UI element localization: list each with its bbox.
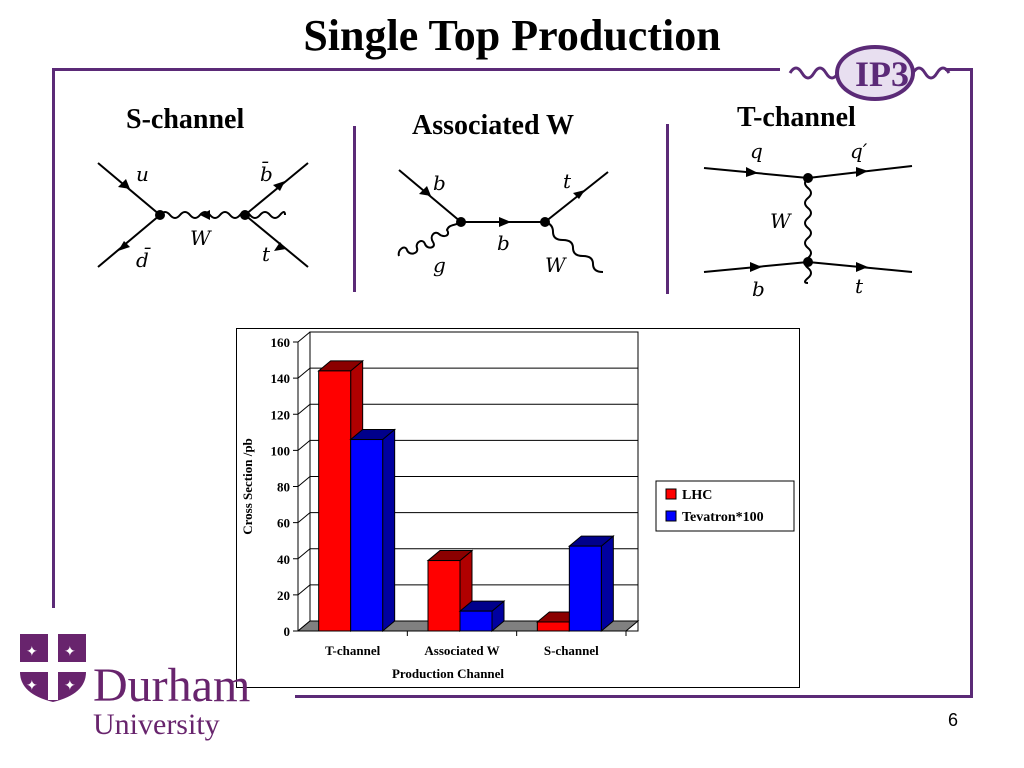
- frame-line-right: [970, 68, 973, 698]
- gridline-diagonal: [297, 367, 311, 379]
- gridline-diagonal: [297, 476, 311, 487]
- label-associated-w: Associated W: [412, 110, 575, 141]
- y-tick-label: 80: [277, 480, 290, 495]
- svg-text:✦: ✦: [64, 678, 76, 694]
- svg-text:✦: ✦: [26, 678, 38, 694]
- separator-2: [666, 124, 669, 294]
- s-channel-feynman-diagram: u d̄ b̄ t W: [97, 161, 309, 272]
- legend-label: Tevatron*100: [682, 510, 764, 525]
- gridline-diagonal: [297, 512, 311, 524]
- legend-swatch: [665, 488, 677, 500]
- y-tick-label: 120: [271, 407, 291, 422]
- particle-t: t: [262, 242, 271, 266]
- ip3-logo-text: IP3: [855, 54, 909, 94]
- particle-qprime: q′: [850, 139, 868, 163]
- particle-g: g: [433, 253, 446, 277]
- associated-w-feynman-diagram: b g b t W: [397, 169, 609, 277]
- gridline-diagonal: [297, 584, 311, 596]
- boson-w: W: [190, 226, 212, 250]
- legend-label: LHC: [682, 488, 712, 503]
- separator-1: [353, 126, 356, 292]
- svg-text:✦: ✦: [64, 644, 76, 660]
- particle-b-mid: b: [497, 231, 510, 255]
- x-tick-label: S-channel: [544, 643, 599, 658]
- particle-b-in: b: [433, 171, 446, 195]
- x-axis-label: Production Channel: [392, 666, 504, 681]
- boson-w-exchange: W: [770, 209, 792, 233]
- durham-wordmark: Durham: [93, 659, 251, 712]
- bar-lhc: [536, 621, 570, 632]
- boson-w-out: W: [545, 253, 567, 277]
- bar-tevatron-100: [350, 439, 384, 632]
- bar-side: [600, 535, 614, 633]
- university-wordmark: University: [93, 708, 220, 741]
- x-tick-label: Associated W: [424, 643, 499, 658]
- label-t-channel: T-channel: [737, 102, 856, 133]
- durham-crest-icon: ✦ ✦ ✦ ✦: [20, 634, 86, 702]
- y-tick-label: 100: [271, 443, 291, 458]
- cross-section-bar-chart: 0 20 40 60 80 100 120 140 160 T-channel Associated…: [236, 328, 800, 688]
- bar-side: [382, 428, 396, 633]
- bar-tevatron-100: [459, 610, 493, 632]
- legend-swatch: [665, 510, 677, 522]
- gridline-diagonal: [297, 439, 311, 451]
- y-tick-label: 160: [271, 335, 291, 350]
- particle-t-out-t: t: [855, 274, 864, 298]
- x-tick-label: T-channel: [325, 643, 381, 658]
- y-tick-label: 60: [277, 516, 290, 531]
- svg-text:✦: ✦: [26, 644, 38, 660]
- bar-tevatron-100: [568, 545, 602, 632]
- label-s-channel: S-channel: [126, 104, 245, 135]
- frame-line-top-right: [945, 68, 973, 71]
- legend-box: [655, 480, 795, 532]
- particle-u: u: [136, 162, 149, 186]
- frame-line-bottom: [295, 695, 973, 698]
- particle-bbar: b̄: [260, 161, 273, 186]
- frame-line-left: [52, 68, 55, 608]
- particle-t-out: t: [563, 169, 572, 193]
- y-tick-label: 20: [277, 588, 290, 603]
- ip3-logo: IP3: [788, 45, 951, 101]
- bar-lhc: [427, 560, 461, 632]
- slide-title: Single Top Production: [303, 11, 721, 60]
- frame-line-top: [52, 68, 780, 71]
- particle-b-in-t: b: [752, 277, 765, 300]
- y-tick-label: 0: [284, 624, 291, 639]
- particle-q: q: [750, 139, 763, 163]
- y-axis-label: Cross Section /pb: [240, 438, 255, 535]
- y-tick-label: 140: [271, 371, 291, 386]
- gridline-diagonal: [297, 548, 311, 560]
- page-number: 6: [948, 710, 959, 730]
- gridline-diagonal: [297, 331, 311, 343]
- particle-dbar: d̄: [136, 247, 151, 272]
- y-tick-label: 40: [277, 552, 290, 567]
- gridline-diagonal: [297, 403, 311, 415]
- t-channel-feynman-diagram: q q′ W b t: [703, 139, 913, 300]
- bar-lhc: [318, 370, 352, 632]
